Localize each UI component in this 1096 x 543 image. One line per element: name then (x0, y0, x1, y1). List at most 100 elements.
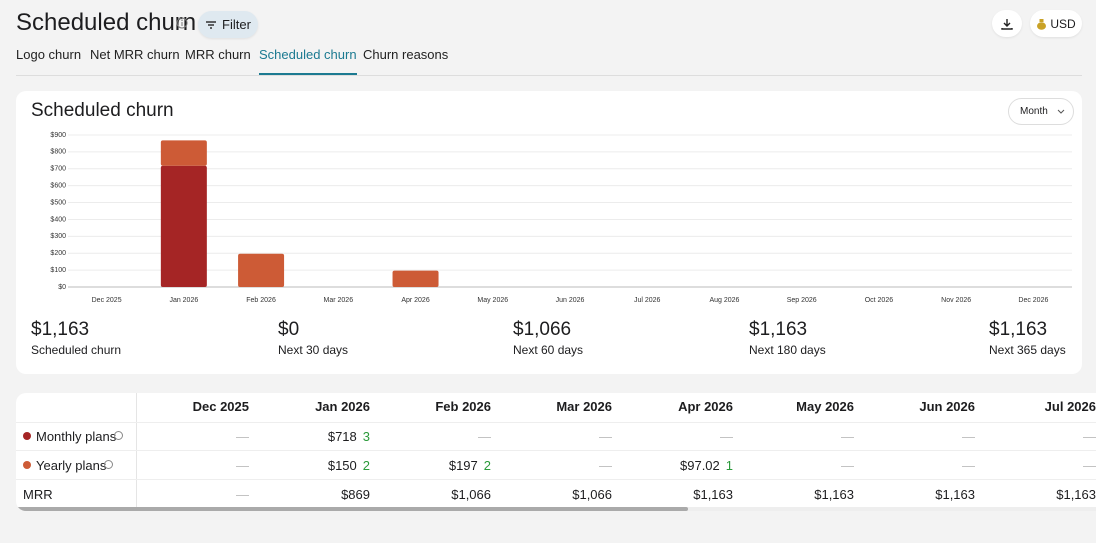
x-tick-label: Dec 2026 (1018, 297, 1048, 304)
x-tick-label: Nov 2026 (941, 297, 971, 304)
table-cell: $150 2 (260, 458, 370, 473)
summary-label: Scheduled churn (31, 343, 122, 357)
x-tick-label: Jan 2026 (169, 297, 198, 304)
row-label: Yearly plans (36, 458, 107, 473)
cell-value: $1,066 (572, 487, 612, 502)
cell-value: — (236, 429, 249, 444)
table-cell: — (865, 458, 975, 473)
x-tick-label: Feb 2026 (246, 297, 276, 304)
table-cell: $869 (260, 487, 370, 502)
column-header: Feb 2026 (435, 399, 491, 414)
cell-value: — (236, 487, 249, 502)
table-cell: $1,163 (986, 487, 1096, 502)
table-cell: — (986, 458, 1096, 473)
summary-amount: $0 (278, 319, 300, 340)
scrollbar-thumb[interactable] (16, 507, 688, 511)
tab[interactable]: MRR churn (185, 47, 251, 62)
info-icon[interactable] (104, 460, 113, 469)
period-label: Month (1020, 106, 1048, 117)
info-icon[interactable] (176, 17, 188, 29)
tab-divider (16, 75, 1082, 76)
cell-value: — (720, 429, 733, 444)
cell-count: 2 (483, 458, 491, 473)
y-tick-label: $400 (50, 216, 66, 223)
row-divider (16, 479, 1096, 480)
currency-label: USD (1050, 16, 1076, 31)
table-cell: $1,163 (865, 487, 975, 502)
download-button[interactable] (992, 10, 1022, 37)
column-header: Jun 2026 (919, 399, 975, 414)
summary-label: Next 60 days (513, 343, 584, 357)
cell-count: 2 (362, 458, 370, 473)
bar-segment (160, 140, 207, 166)
column-header: May 2026 (796, 399, 854, 414)
table-cell: — (986, 429, 1096, 444)
cell-amount: $150 (327, 458, 357, 473)
table-cell: $1,066 (502, 487, 612, 502)
card-title: Scheduled churn (31, 100, 174, 121)
row-divider (16, 422, 1096, 423)
cell-value: $1,066 (451, 487, 491, 502)
table-cell: $1,163 (623, 487, 733, 502)
money-bag-icon (1037, 18, 1047, 30)
cell-amount: $97.02 (680, 458, 720, 473)
row-label: MRR (23, 487, 53, 502)
cell-count: 1 (725, 458, 733, 473)
table-cell: — (865, 429, 975, 444)
y-tick-label: $600 (50, 183, 66, 190)
table-cell: $97.02 1 (623, 458, 733, 473)
y-tick-label: $700 (50, 166, 66, 173)
table-cell: — (502, 429, 612, 444)
column-divider (136, 393, 137, 511)
filter-icon (206, 20, 217, 29)
chevron (1057, 109, 1065, 114)
x-tick-label: Jun 2026 (556, 297, 585, 304)
download-icon (1001, 18, 1013, 30)
summary-amount: $1,163 (31, 319, 90, 340)
legend-dot (23, 432, 31, 440)
column-header: Mar 2026 (556, 399, 612, 414)
period-select[interactable]: Month (1008, 98, 1074, 125)
table-cell: — (502, 458, 612, 473)
cell-amount: $197 (448, 458, 478, 473)
tab[interactable]: Net MRR churn (90, 47, 180, 62)
tab[interactable]: Scheduled churn (259, 47, 357, 75)
bar-segment (238, 253, 285, 287)
bar-segment (392, 270, 439, 287)
cell-value: — (1083, 429, 1096, 444)
cell-amount: $718 (327, 429, 357, 444)
y-tick-label: $800 (50, 149, 66, 156)
x-tick-label: May 2026 (477, 297, 508, 304)
info-icon[interactable] (114, 431, 123, 440)
cell-value: — (236, 458, 249, 473)
table-cell: — (744, 429, 854, 444)
tab[interactable]: Churn reasons (363, 47, 449, 62)
summary-label: Next 365 days (989, 343, 1066, 357)
summary-label: Next 180 days (749, 343, 826, 357)
cell-value: $1,163 (935, 487, 975, 502)
y-tick-label: $300 (50, 233, 66, 240)
filter-label: Filter (222, 17, 251, 32)
table-cell: — (139, 487, 249, 502)
row-divider (16, 450, 1096, 451)
cell-value: — (962, 429, 975, 444)
table-cell: — (139, 458, 249, 473)
cell-count: 3 (362, 429, 370, 444)
bar-segment (160, 165, 207, 287)
y-tick-label: $500 (50, 199, 66, 206)
cell-value: — (841, 429, 854, 444)
filter-button[interactable]: Filter (198, 11, 258, 38)
row-label: Monthly plans (36, 429, 117, 444)
cell-value: $1,163 (814, 487, 854, 502)
table-cell: $1,066 (381, 487, 491, 502)
summary-amount: $1,163 (749, 319, 808, 340)
cell-value: — (962, 458, 975, 473)
column-header: Dec 2025 (192, 399, 249, 414)
currency-button[interactable]: USD (1030, 10, 1082, 37)
column-header: Jul 2026 (1044, 399, 1096, 414)
summary-amount: $1,066 (513, 319, 572, 340)
tab[interactable]: Logo churn (16, 47, 82, 62)
cell-value: — (599, 458, 612, 473)
cell-value: $1,163 (1056, 487, 1096, 502)
table-cell: — (139, 429, 249, 444)
